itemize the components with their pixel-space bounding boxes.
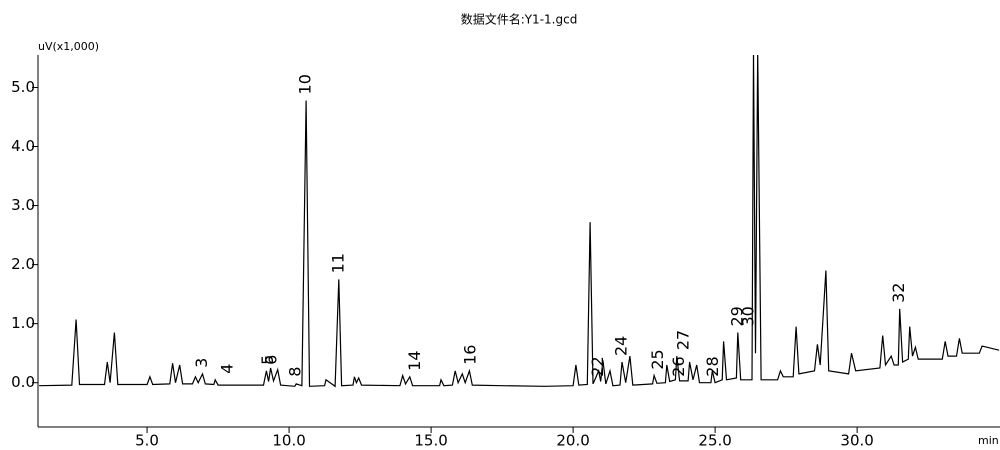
peak-label: 29	[727, 306, 746, 326]
x-tick-label: 15.0	[414, 432, 447, 450]
x-tick-label: 30.0	[840, 432, 873, 450]
peak-label: 4	[218, 364, 237, 374]
chromatogram-trace	[39, 55, 1000, 388]
peak-label: 11	[328, 253, 347, 273]
x-tick-label: 25.0	[698, 432, 731, 450]
y-tick-label: 0.0	[11, 373, 35, 391]
peak-label: 28	[703, 356, 722, 376]
y-tick-label: 4.0	[11, 137, 35, 155]
peak-label: 32	[889, 283, 908, 303]
plot-area	[39, 55, 1000, 388]
x-tick-label: 10.0	[272, 432, 305, 450]
y-tick-label: 3.0	[11, 196, 35, 214]
peak-label: 14	[405, 350, 424, 370]
peak-label: 3	[192, 358, 211, 368]
peak-label: 8	[286, 367, 305, 377]
peak-label: 22	[588, 356, 607, 376]
peak-label: 5	[258, 355, 277, 365]
x-axis-label: min	[978, 434, 999, 447]
peak-label: 16	[460, 345, 479, 365]
peak-label: 30	[739, 306, 758, 326]
peak-label: 25	[648, 349, 667, 369]
x-tick-label: 5.0	[135, 432, 159, 450]
peak-label: 27	[673, 330, 692, 350]
chart-title: 数据文件名:Y1-1.gcd	[461, 12, 578, 27]
y-tick-label: 1.0	[11, 314, 35, 332]
peak-label: 10	[296, 74, 315, 94]
y-tick-label: 5.0	[11, 78, 35, 96]
y-axis-label: uV(x1,000)	[38, 40, 99, 53]
peak-label: 6	[262, 355, 281, 365]
y-tick-label: 2.0	[11, 255, 35, 273]
peak-label: 26	[669, 356, 688, 376]
peak-label: 24	[611, 336, 630, 356]
x-tick-label: 20.0	[556, 432, 589, 450]
